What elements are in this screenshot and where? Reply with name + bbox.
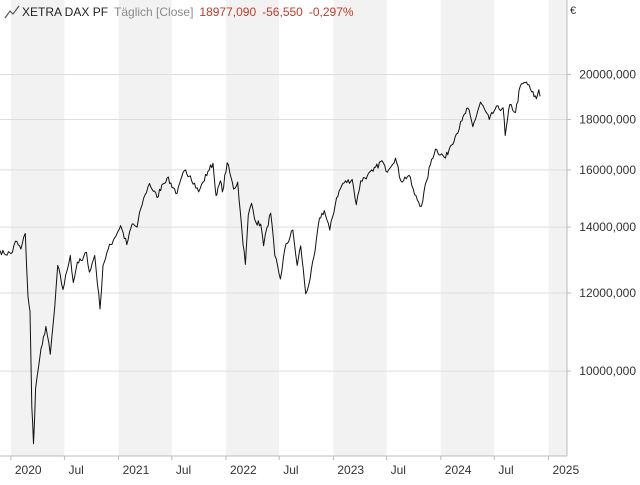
period-band (386, 0, 441, 456)
x-tick-label: Jul (68, 463, 83, 477)
y-tick-label: 10000,000 (579, 364, 636, 378)
y-tick-label: 20000,000 (579, 67, 636, 81)
x-tick-label: 2024 (445, 463, 472, 477)
period-band (10, 0, 65, 456)
frequency-label: Täglich [Close] (114, 5, 194, 19)
x-tick-label: 2022 (230, 463, 257, 477)
last-value: 18977,090 (199, 5, 257, 19)
y-tick-label: 16000,000 (579, 163, 636, 177)
currency-unit-label: € (570, 5, 576, 17)
period-band (171, 0, 226, 456)
price-series-line (0, 81, 541, 445)
y-tick-label: 14000,000 (579, 220, 636, 234)
x-tick-label: 2023 (337, 463, 364, 477)
period-band (118, 0, 172, 456)
x-tick-label: Jul (391, 463, 406, 477)
x-tick-label: 2021 (123, 463, 150, 477)
period-band (548, 0, 567, 456)
change-percent: -0,297% (308, 5, 354, 19)
period-band (279, 0, 334, 456)
period-band (494, 0, 549, 456)
x-tick-label: Jul (283, 463, 298, 477)
period-band (0, 0, 11, 456)
period-band (333, 0, 387, 456)
x-tick-label: Jul (176, 463, 191, 477)
change-value: -56,550 (262, 5, 303, 19)
instrument-name: XETRA DAX PF (22, 5, 109, 19)
chart-header: XETRA DAX PF Täglich [Close] 18977,090 -… (0, 0, 354, 24)
line-chart-icon (4, 5, 20, 19)
x-tick-label: Jul (498, 463, 513, 477)
x-tick-label: 2020 (15, 463, 42, 477)
period-band (225, 0, 280, 456)
y-tick-label: 18000,000 (579, 113, 636, 127)
y-tick-label: 12000,000 (579, 286, 636, 300)
period-band (440, 0, 495, 456)
period-band (64, 0, 119, 456)
x-tick-label: 2025 (552, 463, 579, 477)
